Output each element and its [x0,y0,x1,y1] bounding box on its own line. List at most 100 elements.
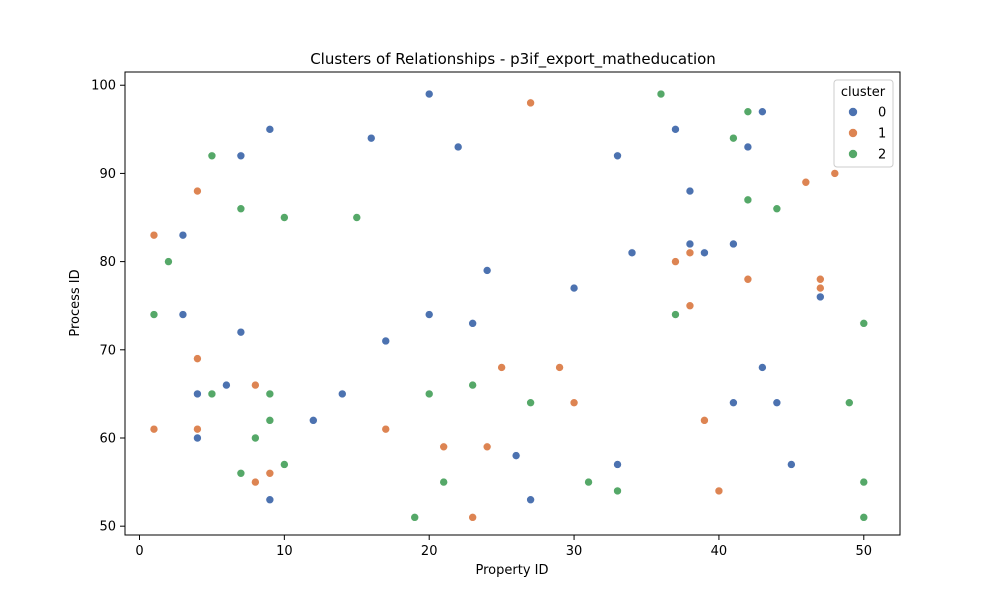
data-point-cluster-2 [236,204,246,213]
y-axis-ticks: 50 60 70 80 90 100 [91,79,125,535]
data-point-cluster-2 [743,107,753,116]
data-point-cluster-2 [729,133,738,143]
data-point-cluster-0 [671,125,680,134]
data-point-cluster-0 [685,239,695,249]
data-point-cluster-1 [685,248,695,258]
data-point-cluster-0 [816,292,825,302]
plot-area-frame [124,71,901,536]
data-point-cluster-1 [569,398,579,408]
y-tick-label: 90 [99,167,116,182]
data-point-cluster-0 [613,151,622,161]
x-tick-label: 0 [135,544,143,559]
data-point-cluster-1 [816,283,825,293]
x-axis-ticks: 0 10 20 30 40 50 [135,535,872,559]
data-point-cluster-0 [366,133,376,143]
data-point-cluster-0 [743,142,753,152]
data-point-cluster-1 [685,301,695,311]
legend-label-cluster-1: 1 [878,127,886,142]
legend-marker-cluster-1 [848,128,858,138]
data-point-cluster-2 [265,416,275,425]
data-point-cluster-2 [164,257,173,266]
data-point-cluster-0 [772,398,782,408]
y-tick-label: 70 [99,343,116,358]
data-point-cluster-2 [656,89,666,99]
data-point-cluster-1 [193,354,202,363]
data-point-cluster-1 [468,513,477,522]
data-point-cluster-0 [685,186,695,196]
data-point-cluster-2 [772,204,782,213]
data-point-cluster-1 [265,468,275,478]
data-point-cluster-1 [816,274,825,284]
data-point-cluster-2 [526,398,535,408]
data-point-cluster-0 [700,248,709,258]
data-point-cluster-0 [222,380,231,390]
data-point-cluster-0 [178,310,188,319]
points-layer [149,89,869,522]
data-point-cluster-2 [584,477,593,487]
data-point-cluster-1 [149,424,159,434]
data-point-cluster-1 [700,416,709,425]
legend-title: cluster [841,85,886,100]
data-point-cluster-0 [381,336,391,346]
legend-label-cluster-2: 2 [878,148,886,163]
data-point-cluster-2 [149,310,159,319]
data-point-cluster-0 [453,142,463,152]
data-point-cluster-0 [482,266,492,275]
data-point-cluster-0 [265,495,275,505]
data-point-cluster-1 [193,424,202,434]
data-point-cluster-1 [497,363,506,372]
y-tick-label: 80 [99,255,116,270]
legend-box [833,79,894,168]
data-point-cluster-2 [439,477,448,487]
data-point-cluster-0 [758,107,767,116]
data-point-cluster-0 [627,248,637,258]
data-point-cluster-1 [714,486,724,496]
legend-label-cluster-0: 0 [878,106,886,121]
data-point-cluster-0 [729,239,738,249]
data-point-cluster-2 [613,486,622,496]
y-tick-label: 50 [99,520,116,535]
data-point-cluster-2 [671,310,680,319]
data-point-cluster-0 [569,283,579,293]
data-point-cluster-2 [743,195,753,205]
x-tick-label: 10 [276,544,293,559]
legend-marker-cluster-2 [848,149,858,159]
data-point-cluster-2 [265,389,275,399]
data-point-cluster-2 [236,468,246,478]
x-tick-label: 20 [421,544,438,559]
data-point-cluster-1 [149,230,159,240]
data-point-cluster-2 [859,319,869,328]
data-point-cluster-1 [526,98,535,108]
data-point-cluster-0 [265,125,275,134]
data-point-cluster-1 [555,363,564,372]
data-point-cluster-2 [859,513,869,522]
data-point-cluster-2 [280,460,289,469]
data-point-cluster-2 [424,389,434,399]
data-point-cluster-0 [424,310,434,319]
data-point-cluster-2 [251,433,260,443]
data-point-cluster-0 [193,433,202,443]
data-point-cluster-1 [801,177,811,187]
data-point-cluster-1 [439,442,448,452]
data-point-cluster-0 [758,363,767,372]
data-point-cluster-0 [613,460,622,469]
data-point-cluster-2 [280,213,289,222]
data-point-cluster-2 [410,513,420,522]
legend-entries: 0 1 2 [848,106,886,163]
data-point-cluster-2 [468,380,477,390]
data-point-cluster-1 [251,477,260,487]
data-point-cluster-2 [844,398,854,408]
data-point-cluster-0 [236,327,246,337]
x-tick-label: 40 [711,544,728,559]
data-point-cluster-0 [468,319,477,328]
data-point-cluster-2 [207,151,217,161]
legend-marker-cluster-0 [848,107,858,117]
x-tick-label: 30 [566,544,583,559]
data-point-cluster-0 [729,398,738,408]
data-point-cluster-2 [207,389,217,399]
data-point-cluster-0 [337,389,347,399]
data-point-cluster-1 [251,380,260,390]
x-tick-label: 50 [856,544,873,559]
data-point-cluster-1 [830,169,840,178]
